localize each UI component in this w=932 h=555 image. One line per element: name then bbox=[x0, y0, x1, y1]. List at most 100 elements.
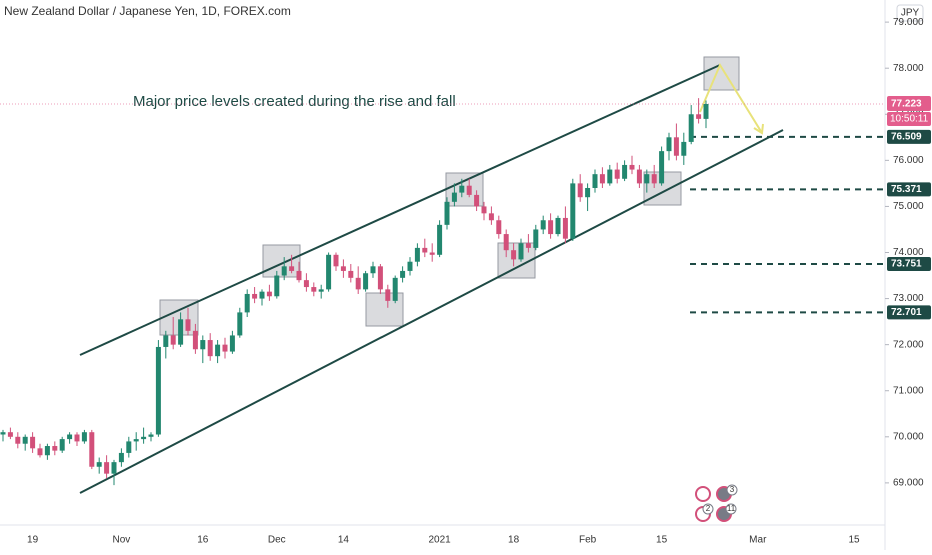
event-icon bbox=[695, 486, 711, 502]
candle-body bbox=[577, 183, 583, 198]
event-count: 2 bbox=[706, 504, 711, 513]
candle-body bbox=[459, 185, 465, 193]
y-tick-label: 75.000 bbox=[893, 201, 924, 212]
candle-body bbox=[252, 293, 258, 299]
candle-body bbox=[81, 432, 87, 442]
level-label: 73.751 bbox=[891, 259, 922, 270]
event-badge bbox=[702, 503, 714, 515]
y-tick-label: 71.000 bbox=[893, 385, 924, 396]
x-tick-label: 14 bbox=[338, 535, 350, 546]
candle-body bbox=[170, 335, 176, 345]
x-tick-label: Mar bbox=[749, 535, 767, 546]
level-label-box bbox=[887, 182, 931, 197]
channel-line bbox=[79, 129, 784, 494]
candle-body bbox=[155, 346, 161, 435]
event-badge bbox=[725, 503, 737, 515]
candle-body bbox=[30, 436, 36, 449]
candle-body bbox=[377, 266, 383, 290]
candle-body bbox=[437, 224, 443, 255]
level-label-box bbox=[887, 305, 931, 320]
candle-body bbox=[89, 432, 95, 467]
last-price-label: 77.223 bbox=[891, 99, 922, 110]
candle-body bbox=[229, 335, 235, 352]
candle-body bbox=[126, 441, 132, 453]
candle-body bbox=[37, 448, 43, 456]
y-tick-label: 70.000 bbox=[893, 431, 924, 442]
candle-body bbox=[215, 344, 221, 357]
candle-body bbox=[133, 439, 139, 442]
candle-body bbox=[407, 261, 413, 271]
candle-body bbox=[200, 340, 206, 350]
x-tick-label: 15 bbox=[848, 535, 860, 546]
y-tick-label: 69.000 bbox=[893, 478, 924, 489]
x-tick-label: 15 bbox=[656, 535, 668, 546]
event-count: 3 bbox=[730, 485, 735, 494]
y-tick-label: 78.000 bbox=[893, 63, 924, 74]
candle-body bbox=[474, 194, 480, 207]
candle-body bbox=[370, 266, 376, 274]
y-tick-label: 74.000 bbox=[893, 247, 924, 258]
zone-box bbox=[262, 244, 301, 278]
candle-body bbox=[503, 234, 509, 251]
candle-body bbox=[148, 434, 154, 437]
candle-body bbox=[289, 266, 295, 271]
candle-body bbox=[0, 432, 6, 435]
candle-body bbox=[355, 277, 361, 290]
candle-body bbox=[44, 446, 50, 456]
candle-body bbox=[303, 280, 309, 288]
candle-body bbox=[67, 434, 73, 440]
last-price-box bbox=[887, 95, 931, 111]
candle-body bbox=[15, 436, 21, 444]
candle-body bbox=[259, 291, 265, 299]
zone-box bbox=[703, 56, 740, 91]
candle-body bbox=[570, 183, 576, 239]
level-label: 72.701 bbox=[891, 307, 922, 318]
candle-body bbox=[585, 187, 591, 198]
candle-body bbox=[22, 436, 28, 444]
candle-body bbox=[607, 169, 613, 184]
candle-body bbox=[281, 266, 287, 276]
candle-body bbox=[163, 335, 169, 347]
countdown-label: 10:50:11 bbox=[890, 114, 929, 125]
candle-body bbox=[222, 344, 228, 352]
candle-body bbox=[340, 266, 346, 271]
candle-body bbox=[118, 452, 124, 463]
channel-line bbox=[79, 64, 721, 356]
candle-body bbox=[444, 201, 450, 225]
level-label: 75.371 bbox=[891, 184, 922, 195]
candle-body bbox=[207, 340, 213, 357]
chart-title: New Zealand Dollar / Japanese Yen, 1D, F… bbox=[4, 4, 291, 18]
candle-body bbox=[540, 220, 546, 230]
candle-body bbox=[555, 217, 561, 235]
candle-body bbox=[111, 462, 117, 474]
projection-arrow bbox=[699, 62, 763, 134]
candle-body bbox=[52, 446, 58, 451]
x-tick-label: Dec bbox=[268, 535, 286, 546]
candle-body bbox=[400, 270, 406, 278]
x-tick-label: 16 bbox=[197, 535, 209, 546]
candle-body bbox=[237, 312, 243, 336]
x-tick-label: Nov bbox=[113, 535, 131, 546]
candle-body bbox=[422, 247, 428, 253]
candle-body bbox=[629, 164, 635, 170]
candle-body bbox=[318, 289, 324, 292]
candle-body bbox=[548, 220, 554, 235]
candle-body bbox=[659, 151, 665, 184]
candle-body bbox=[651, 174, 657, 184]
candle-body bbox=[592, 174, 598, 188]
y-tick-label: 76.000 bbox=[893, 155, 924, 166]
currency-box bbox=[896, 4, 924, 22]
candle-body bbox=[488, 213, 494, 221]
candle-body bbox=[266, 291, 272, 297]
candle-body bbox=[673, 137, 679, 156]
candle-body bbox=[348, 270, 354, 278]
candle-body bbox=[392, 277, 398, 301]
candle-body bbox=[96, 462, 102, 467]
candle-body bbox=[274, 275, 280, 297]
candle-body bbox=[414, 247, 420, 262]
candle-body bbox=[533, 229, 539, 248]
candle-body bbox=[696, 114, 702, 119]
candle-body bbox=[622, 164, 628, 179]
